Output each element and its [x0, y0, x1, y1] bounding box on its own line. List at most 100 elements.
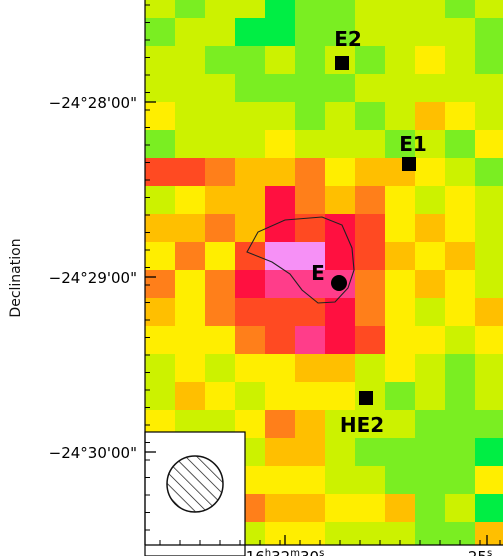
- heatmap-cell: [265, 466, 296, 495]
- heatmap-cell: [415, 382, 446, 411]
- heatmap-cell: [325, 102, 356, 131]
- heatmap-cell: [385, 438, 416, 467]
- heatmap-cell: [295, 18, 326, 47]
- heatmap-cell: [475, 74, 503, 103]
- heatmap-cell: [205, 74, 236, 103]
- heatmap-cell: [475, 102, 503, 131]
- heatmap-cell: [265, 0, 296, 19]
- heatmap-cell: [295, 102, 326, 131]
- heatmap-cell: [445, 522, 476, 545]
- heatmap-cell: [445, 186, 476, 215]
- heatmap-cell: [235, 0, 266, 19]
- heatmap-cell: [385, 354, 416, 383]
- beam-inset: [144, 431, 246, 556]
- heatmap-cell: [205, 270, 236, 299]
- heatmap-cell: [445, 242, 476, 271]
- heatmap-cell: [145, 102, 176, 131]
- heatmap-cell: [325, 242, 356, 271]
- heatmap-cell: [415, 214, 446, 243]
- heatmap-cell: [415, 438, 446, 467]
- x-tick-label: 25s: [468, 548, 492, 556]
- heatmap-cell: [175, 354, 206, 383]
- heatmap-cell: [475, 242, 503, 271]
- heatmap-cell: [235, 214, 266, 243]
- heatmap-cell: [175, 0, 206, 19]
- heatmap-cell: [265, 242, 296, 271]
- heatmap-cell: [205, 214, 236, 243]
- heatmap-cell: [445, 214, 476, 243]
- y-tick-label: −24°29'00": [49, 269, 137, 287]
- heatmap-cell: [325, 130, 356, 159]
- heatmap-cell: [205, 158, 236, 187]
- heatmap-cell: [325, 74, 356, 103]
- heatmap-cell: [295, 354, 326, 383]
- heatmap-cell: [385, 522, 416, 545]
- heatmap-cell: [265, 102, 296, 131]
- heatmap-cell: [385, 242, 416, 271]
- heatmap-cell: [445, 18, 476, 47]
- heatmap-cell: [385, 102, 416, 131]
- heatmap-cell: [355, 46, 386, 75]
- heatmap-cell: [475, 382, 503, 411]
- heatmap-cell: [205, 102, 236, 131]
- heatmap-cell: [205, 186, 236, 215]
- heatmap-cell: [475, 354, 503, 383]
- heatmap-cell: [475, 158, 503, 187]
- heatmap-cell: [355, 130, 386, 159]
- axes: −24°28'00" −24°29'00" −24°30'00" 16h32m30s 2…: [49, 0, 503, 556]
- heatmap-cell: [235, 382, 266, 411]
- heatmap-cell: [415, 522, 446, 545]
- heatmap-cell: [265, 494, 296, 523]
- heatmap-cell: [265, 438, 296, 467]
- heatmap-cell: [175, 74, 206, 103]
- heatmap-cell: [475, 270, 503, 299]
- heatmap-cell: [175, 382, 206, 411]
- heatmap-cell: [265, 74, 296, 103]
- heatmap-cell: [385, 494, 416, 523]
- heatmap-cell: [445, 466, 476, 495]
- heatmap-cell: [475, 214, 503, 243]
- contour-line: [246, 216, 355, 304]
- heatmap-cell: [325, 438, 356, 467]
- heatmap-cell: [175, 158, 206, 187]
- heatmap-cell: [145, 18, 176, 47]
- heatmap-cell: [295, 270, 326, 299]
- heatmap-cell: [355, 410, 386, 439]
- heatmap-cell: [445, 0, 476, 19]
- heatmap-cell: [415, 74, 446, 103]
- heatmap-cell: [355, 298, 386, 327]
- heatmap-cell: [475, 494, 503, 523]
- heatmap-cell: [355, 158, 386, 187]
- heatmap-cell: [475, 186, 503, 215]
- heatmap-cell: [325, 214, 356, 243]
- heatmap-cell: [145, 0, 176, 19]
- heatmap-cell: [355, 494, 386, 523]
- heatmap-cell: [475, 438, 503, 467]
- heatmap-cell: [355, 74, 386, 103]
- heatmap-cell: [265, 270, 296, 299]
- heatmap-cell: [385, 186, 416, 215]
- heatmap-cell: [355, 186, 386, 215]
- heatmap-cell: [175, 214, 206, 243]
- heatmap-cell: [145, 382, 176, 411]
- heatmap-cell: [415, 494, 446, 523]
- y-tick-label: −24°28'00": [49, 94, 137, 112]
- heatmap-cell: [145, 270, 176, 299]
- y-tick-label: −24°30'00": [49, 444, 137, 462]
- heatmap-cell: [415, 186, 446, 215]
- heatmap-cell: [295, 438, 326, 467]
- heatmap-cell: [205, 382, 236, 411]
- heatmap-cell: [175, 102, 206, 131]
- heatmap-cell: [145, 46, 176, 75]
- heatmap-cell: [385, 382, 416, 411]
- heatmap-cell: [385, 410, 416, 439]
- heatmap-cell: [325, 326, 356, 355]
- contour-path: [246, 216, 355, 304]
- heatmap-cell: [175, 298, 206, 327]
- heatmap-cell: [385, 130, 416, 159]
- heatmap-cell: [415, 130, 446, 159]
- heatmap-cell: [415, 158, 446, 187]
- heatmap-cell: [265, 410, 296, 439]
- heatmap-cell: [355, 522, 386, 545]
